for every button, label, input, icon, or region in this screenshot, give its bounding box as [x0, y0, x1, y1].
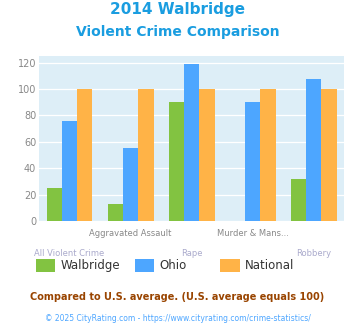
Bar: [184, 64, 200, 221]
Bar: [123, 148, 138, 221]
Text: Murder & Mans...: Murder & Mans...: [217, 229, 289, 238]
Bar: [291, 179, 306, 221]
Text: Aggravated Assault: Aggravated Assault: [89, 229, 172, 238]
Bar: [108, 204, 123, 221]
Text: Ohio: Ohio: [160, 259, 187, 272]
Text: Violent Crime Comparison: Violent Crime Comparison: [76, 25, 279, 39]
Text: Robbery: Robbery: [296, 249, 331, 258]
Text: Rape: Rape: [181, 249, 202, 258]
Text: © 2025 CityRating.com - https://www.cityrating.com/crime-statistics/: © 2025 CityRating.com - https://www.city…: [45, 314, 310, 323]
Bar: [306, 79, 322, 221]
Bar: [245, 102, 261, 221]
Bar: [77, 89, 92, 221]
Bar: [138, 89, 153, 221]
Bar: [200, 89, 214, 221]
Text: National: National: [245, 259, 294, 272]
Text: 2014 Walbridge: 2014 Walbridge: [110, 2, 245, 16]
Bar: [261, 89, 275, 221]
Bar: [322, 89, 337, 221]
Text: All Violent Crime: All Violent Crime: [34, 249, 105, 258]
Text: Compared to U.S. average. (U.S. average equals 100): Compared to U.S. average. (U.S. average …: [31, 292, 324, 302]
Bar: [62, 121, 77, 221]
Text: Walbridge: Walbridge: [60, 259, 120, 272]
Bar: [169, 102, 184, 221]
Bar: [47, 188, 62, 221]
